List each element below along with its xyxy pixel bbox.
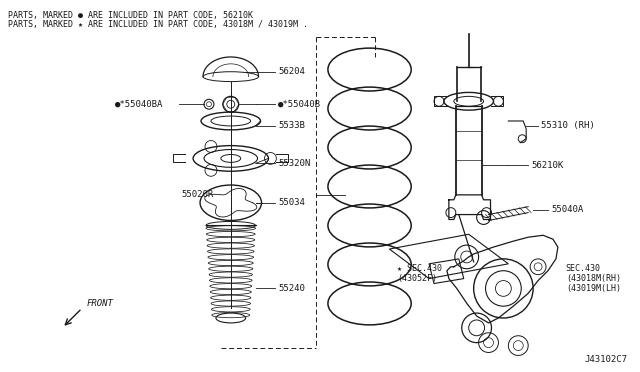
Text: FRONT: FRONT — [87, 299, 114, 308]
Text: J43102C7: J43102C7 — [584, 355, 627, 364]
Text: ●*55040BA: ●*55040BA — [115, 100, 163, 109]
Text: PARTS, MARKED ● ARE INCLUDED IN PART CODE, 56210K: PARTS, MARKED ● ARE INCLUDED IN PART COD… — [8, 11, 253, 20]
Text: SEC.430: SEC.430 — [566, 264, 601, 273]
Text: 5533B: 5533B — [278, 121, 305, 131]
Text: ●*55040B: ●*55040B — [278, 100, 321, 109]
Text: (43018M(RH): (43018M(RH) — [566, 274, 621, 283]
Text: 55320N: 55320N — [278, 159, 310, 168]
Text: 55020R: 55020R — [181, 190, 214, 199]
Text: ★ SEC.430: ★ SEC.430 — [397, 264, 442, 273]
Text: 56204: 56204 — [278, 67, 305, 76]
Text: 55310 (RH): 55310 (RH) — [541, 121, 595, 131]
Text: PARTS, MARKED ★ ARE INCLUDED IN PART CODE, 43018M / 43019M .: PARTS, MARKED ★ ARE INCLUDED IN PART COD… — [8, 19, 308, 29]
Text: 55040A: 55040A — [551, 205, 583, 214]
Text: 55240: 55240 — [278, 284, 305, 293]
Text: 55034: 55034 — [278, 198, 305, 207]
Text: (43052F): (43052F) — [397, 274, 437, 283]
Text: 56210K: 56210K — [531, 161, 563, 170]
Text: (43019M(LH): (43019M(LH) — [566, 284, 621, 293]
